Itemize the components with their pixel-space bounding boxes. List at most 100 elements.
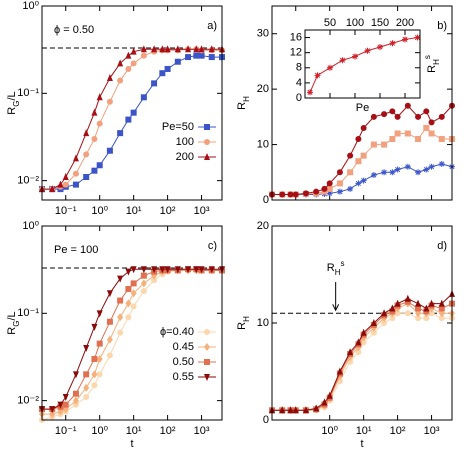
inset-bg: [305, 30, 420, 98]
marker: [404, 294, 411, 302]
marker: [428, 163, 435, 170]
marker: [389, 315, 396, 322]
marker: [321, 398, 328, 406]
marker: [62, 401, 69, 408]
marker: [125, 285, 132, 292]
marker: [415, 315, 422, 322]
y-axis-label: RH: [236, 316, 251, 330]
series-line: [272, 293, 453, 411]
marker: [370, 172, 377, 179]
marker: [91, 370, 98, 379]
marker: [72, 390, 79, 397]
marker: [62, 173, 69, 181]
legend-marker: [204, 359, 210, 365]
marker: [49, 410, 56, 419]
marker: [83, 371, 90, 378]
marker: [83, 383, 90, 392]
marker: [415, 113, 422, 120]
marker: [208, 54, 215, 61]
marker: [415, 305, 422, 312]
marker: [326, 185, 333, 192]
marker: [125, 51, 132, 59]
x-axis-label: Pe: [356, 102, 369, 114]
marker: [72, 181, 79, 188]
marker: [389, 169, 396, 176]
x-tick-label: 100: [346, 17, 364, 29]
legend-label: 0.55: [173, 371, 194, 383]
marker: [314, 72, 321, 79]
marker: [339, 57, 346, 64]
marker: [125, 268, 132, 276]
marker: [394, 113, 401, 120]
x-tick-label: 10¹: [356, 425, 372, 437]
marker: [428, 130, 435, 137]
marker: [174, 58, 181, 65]
marker: [389, 304, 396, 312]
marker: [159, 266, 166, 274]
legend-marker: [204, 124, 210, 130]
series-line: [42, 269, 222, 415]
panel-label: c): [208, 240, 217, 252]
marker: [96, 120, 103, 127]
y-tick-label: 10⁰: [22, 0, 39, 12]
x-tick-label: 10²: [390, 425, 406, 437]
x-tick-label: 10¹: [126, 425, 142, 437]
series-line: [42, 55, 222, 190]
marker: [117, 275, 124, 283]
series-line: [42, 48, 222, 190]
y-tick-label: 0: [263, 194, 269, 206]
marker: [326, 180, 333, 187]
marker: [125, 314, 132, 321]
marker: [130, 47, 137, 55]
x-axis-label: t: [360, 438, 363, 450]
marker: [117, 130, 124, 137]
marker: [130, 266, 137, 274]
marker: [57, 401, 64, 409]
marker: [62, 394, 69, 402]
y-axis-label: RG/L: [6, 91, 21, 114]
marker: [91, 323, 98, 331]
y-tick-label: 10⁻²: [17, 395, 39, 407]
marker: [106, 147, 113, 154]
x-tick-label: 10⁰: [321, 425, 338, 437]
marker: [287, 191, 294, 198]
marker: [57, 180, 64, 188]
marker: [106, 73, 113, 81]
x-tick-label: 10²: [160, 425, 176, 437]
marker: [370, 329, 377, 336]
y-axis-label: RG/L: [6, 311, 21, 334]
marker: [438, 136, 445, 143]
marker: [198, 52, 205, 59]
marker: [389, 136, 396, 143]
series-line: [42, 268, 222, 410]
marker: [415, 169, 422, 176]
panel-label: a): [207, 20, 217, 32]
marker: [360, 152, 367, 159]
marker: [83, 151, 90, 158]
x-tick-label: 200: [396, 17, 414, 29]
marker: [402, 36, 408, 43]
marker: [164, 266, 171, 274]
marker: [159, 45, 166, 53]
marker: [72, 371, 79, 379]
marker: [96, 340, 103, 347]
legend-label: Pe=50: [162, 121, 194, 133]
marker: [91, 355, 98, 362]
marker: [83, 345, 90, 353]
legend-label: 0.50: [173, 356, 194, 368]
y-tick-label: 10⁻¹: [17, 87, 39, 99]
marker: [287, 406, 294, 414]
marker: [438, 160, 445, 167]
plot-frame: [271, 5, 453, 201]
marker: [49, 185, 56, 193]
marker: [117, 59, 124, 67]
marker: [72, 396, 79, 405]
marker: [381, 320, 388, 326]
annotation: RHs: [327, 259, 345, 277]
marker: [423, 304, 430, 312]
marker: [381, 309, 388, 317]
marker: [96, 310, 103, 318]
marker: [307, 89, 313, 96]
marker: [96, 354, 103, 363]
